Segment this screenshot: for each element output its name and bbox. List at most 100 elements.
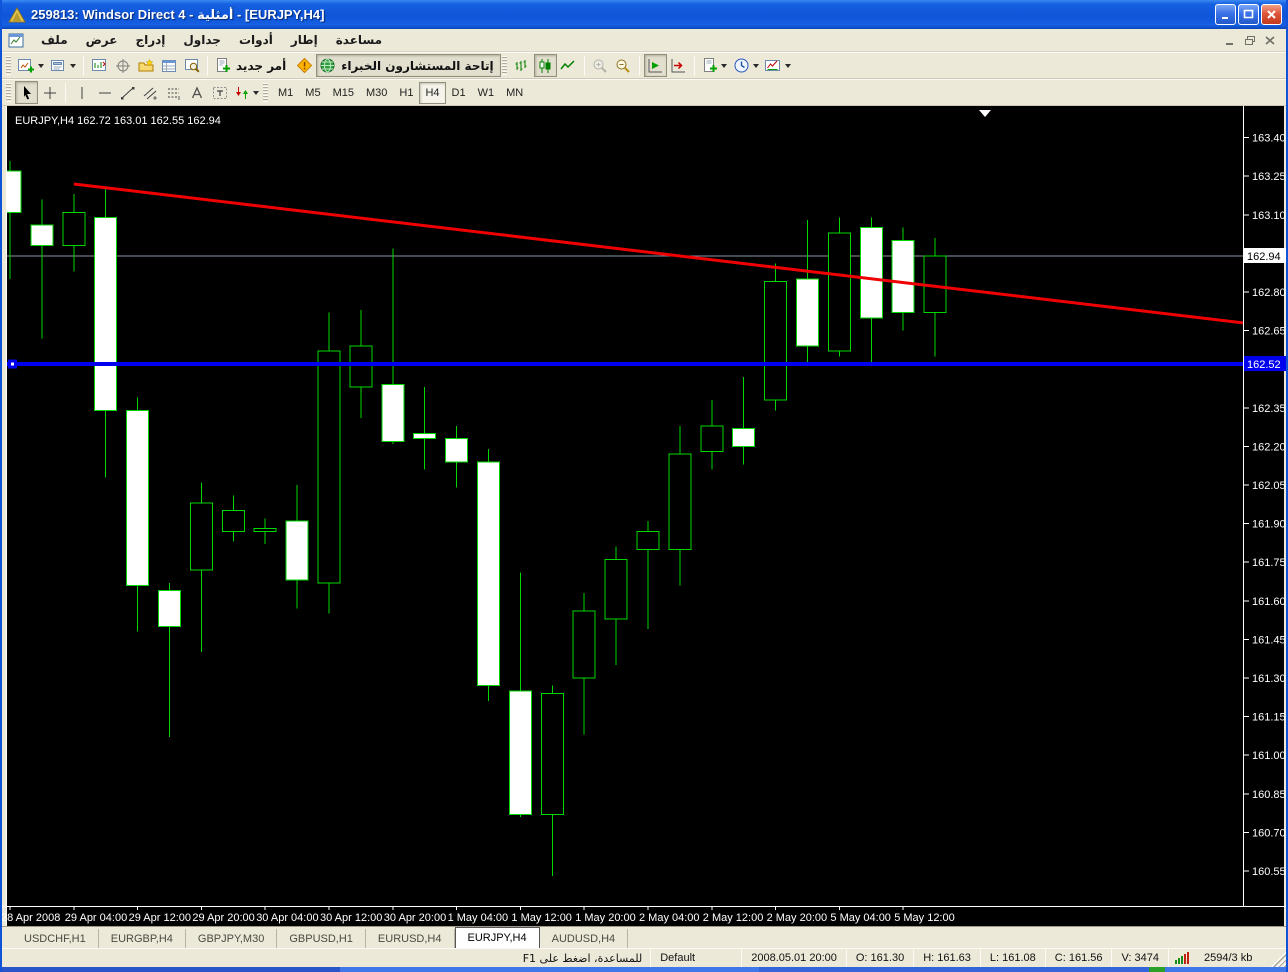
toolbar-grip[interactable] bbox=[263, 83, 268, 102]
fibonacci-icon bbox=[167, 88, 179, 100]
templates-button[interactable] bbox=[699, 54, 730, 77]
chart-area[interactable]: 163.40 163.25 163.10 162.80 162.65 162.35 162.… bbox=[2, 106, 1286, 926]
auto-scroll-icon bbox=[648, 58, 663, 72]
candlestick-mode-button[interactable] bbox=[533, 54, 557, 77]
minimize-button[interactable] bbox=[1215, 4, 1236, 25]
connection-bars-icon bbox=[1169, 952, 1195, 964]
svg-text:162.05: 162.05 bbox=[1252, 480, 1286, 492]
cursor-tool-button[interactable] bbox=[15, 81, 38, 104]
timeframe-h4-button[interactable]: H4 bbox=[419, 81, 446, 104]
chart-window-icon bbox=[8, 33, 24, 47]
tab-gbpusd-h1[interactable]: GBPUSD,H1 bbox=[277, 929, 366, 948]
tick-chart-button[interactable] bbox=[88, 54, 111, 77]
svg-text:161.75: 161.75 bbox=[1252, 557, 1286, 569]
periods-button[interactable] bbox=[730, 54, 762, 77]
toolbar-grip[interactable] bbox=[6, 56, 11, 75]
navigator-icon bbox=[184, 58, 200, 73]
resize-grip[interactable] bbox=[1271, 952, 1286, 967]
timeframe-w1-button[interactable]: W1 bbox=[477, 86, 495, 99]
menu-item-insert[interactable]: إدراج bbox=[135, 33, 166, 47]
svg-text:2 May 04:00: 2 May 04:00 bbox=[639, 912, 700, 924]
svg-text:163.40: 163.40 bbox=[1252, 133, 1286, 145]
menu-item-window[interactable]: إطار bbox=[290, 33, 318, 47]
zoom-in-button[interactable] bbox=[589, 54, 612, 77]
chart-shift-button[interactable] bbox=[667, 54, 690, 77]
template-icon bbox=[703, 57, 717, 72]
svg-text:EURJPY,H4 162.72 163.01 162.5: EURJPY,H4 162.72 163.01 162.55 162.94 bbox=[15, 115, 221, 127]
trendline-tool-button[interactable] bbox=[116, 81, 139, 104]
timeframe-m5-button[interactable]: M5 bbox=[305, 86, 321, 99]
navigator-button[interactable] bbox=[180, 54, 203, 77]
dropdown-arrow-icon bbox=[38, 63, 44, 68]
tab-eurusd-h4[interactable]: EURUSD,H4 bbox=[366, 929, 455, 948]
timeframe-mn-button[interactable]: MN bbox=[506, 86, 524, 99]
menu-item-charts[interactable]: جداول bbox=[183, 33, 221, 47]
experts-alert-button[interactable] bbox=[293, 54, 316, 77]
timeframe-m1-button[interactable]: M1 bbox=[278, 86, 294, 99]
new-chart-button[interactable] bbox=[15, 54, 47, 77]
status-help-text: للمساعدة، اضغط على F1 bbox=[522, 951, 643, 965]
timeframe-d1-button[interactable]: D1 bbox=[451, 86, 466, 99]
data-window-button[interactable] bbox=[157, 54, 180, 77]
fibonacci-tool-button[interactable] bbox=[162, 81, 185, 104]
enable-experts-label: إتاحة المستشارون الخبراء bbox=[341, 58, 494, 73]
text-tool-button[interactable] bbox=[185, 81, 208, 104]
mdi-minimize-icon[interactable] bbox=[1224, 35, 1236, 46]
mdi-close-icon[interactable] bbox=[1264, 35, 1276, 46]
horizontal-line-icon bbox=[98, 92, 111, 93]
svg-text:161.45: 161.45 bbox=[1252, 634, 1286, 646]
arrows-tool-button[interactable] bbox=[231, 81, 262, 104]
menu-item-help[interactable]: مساعدة bbox=[335, 33, 383, 47]
tab-eurgbp-h4[interactable]: EURGBP,H4 bbox=[99, 929, 186, 948]
text-label-icon bbox=[212, 86, 227, 99]
toolbar-grip[interactable] bbox=[501, 56, 507, 75]
indicators-button[interactable] bbox=[762, 54, 794, 77]
status-bar-time: 2008.05.01 20:00 bbox=[751, 952, 837, 964]
new-order-button[interactable]: أمر جديد bbox=[212, 54, 293, 77]
maximize-button[interactable] bbox=[1238, 4, 1259, 25]
folder-star-icon bbox=[138, 58, 153, 71]
text-a-icon bbox=[191, 85, 202, 98]
vertical-line-tool-button[interactable] bbox=[70, 81, 93, 104]
enable-experts-button[interactable]: إتاحة المستشارون الخبراء bbox=[316, 54, 501, 77]
candlestick-icon bbox=[539, 58, 551, 73]
svg-text:162.35: 162.35 bbox=[1252, 403, 1286, 415]
mdi-restore-icon[interactable] bbox=[1244, 35, 1256, 46]
title-bar[interactable]: 259813: Windsor Direct 4 - أمثلية - [EUR… bbox=[2, 0, 1286, 29]
bar-chart-mode-button[interactable] bbox=[511, 54, 534, 77]
crosshair-cursor-button[interactable] bbox=[111, 54, 134, 77]
equidistant-channel-tool-button[interactable] bbox=[139, 81, 162, 104]
tab-gbpjpy-m30[interactable]: GBPJPY,M30 bbox=[186, 929, 278, 948]
timeframe-m15-button[interactable]: M15 bbox=[332, 86, 354, 99]
svg-text:160.70: 160.70 bbox=[1252, 827, 1286, 839]
zoom-out-button[interactable] bbox=[612, 54, 635, 77]
line-chart-mode-button[interactable] bbox=[557, 54, 580, 77]
tab-eurjpy-h4[interactable]: EURJPY,H4 bbox=[454, 927, 540, 948]
menu-item-file[interactable]: ملف bbox=[41, 33, 68, 47]
price-chart[interactable]: 163.40 163.25 163.10 162.80 162.65 162.35 162.… bbox=[2, 106, 1286, 926]
arrows-icon bbox=[236, 86, 248, 99]
favorites-button[interactable] bbox=[134, 54, 157, 77]
new-order-label: أمر جديد bbox=[236, 58, 287, 73]
tab-usdchf-h1[interactable]: USDCHF,H1 bbox=[12, 929, 99, 948]
menu-item-view[interactable]: عرض bbox=[85, 33, 118, 47]
toolbar-grip[interactable] bbox=[6, 83, 11, 102]
timeframe-h1-button[interactable]: H1 bbox=[399, 86, 414, 99]
crosshair-tool-button[interactable] bbox=[38, 81, 61, 104]
tab-audusd-h4[interactable]: AUDUSD,H4 bbox=[540, 929, 629, 948]
svg-text:163.25: 163.25 bbox=[1252, 171, 1286, 183]
new-order-icon bbox=[217, 57, 230, 72]
text-label-tool-button[interactable] bbox=[208, 81, 231, 104]
line-chart-icon bbox=[560, 59, 575, 69]
profiles-button[interactable] bbox=[47, 54, 79, 77]
auto-scroll-button[interactable] bbox=[643, 54, 667, 77]
status-profile[interactable]: Default bbox=[660, 952, 696, 964]
close-button[interactable] bbox=[1261, 4, 1282, 25]
timeframe-m30-button[interactable]: M30 bbox=[365, 86, 388, 99]
status-low: L: 161.08 bbox=[989, 952, 1036, 964]
window-title: 259813: Windsor Direct 4 - أمثلية - [EUR… bbox=[31, 6, 325, 22]
svg-text:163.10: 163.10 bbox=[1252, 210, 1286, 222]
horizontal-line-tool-button[interactable] bbox=[93, 81, 116, 104]
menu-item-tools[interactable]: أدوات bbox=[238, 33, 273, 47]
